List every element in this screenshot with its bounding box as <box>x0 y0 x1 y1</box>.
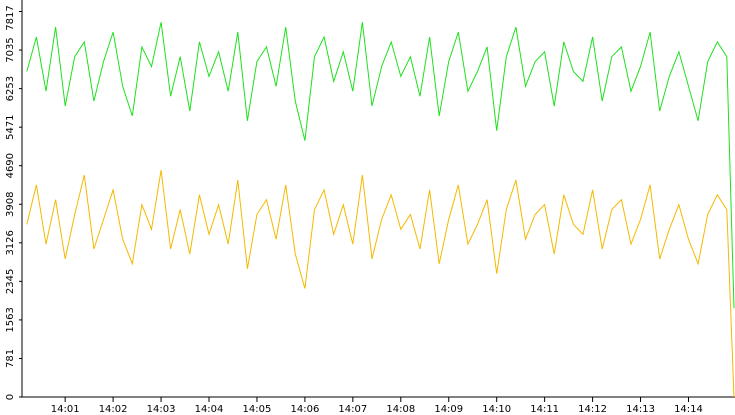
x-tick-label: 14:14 <box>674 404 703 415</box>
x-tick-label: 14:01 <box>51 404 80 415</box>
y-tick-label: 0 <box>5 394 16 400</box>
x-tick-label: 14:09 <box>434 404 463 415</box>
x-tick-label: 14:11 <box>530 404 559 415</box>
x-tick-label: 14:02 <box>99 404 128 415</box>
y-tick-label: 2345 <box>5 269 16 294</box>
y-tick-label: 4690 <box>5 153 16 178</box>
y-tick-label: 781 <box>5 349 16 368</box>
y-tick-label: 6253 <box>5 76 16 101</box>
x-tick-label: 14:04 <box>195 404 224 415</box>
series-line <box>26 170 735 398</box>
y-tick-label: 3126 <box>5 230 16 255</box>
series-line <box>26 22 735 309</box>
y-tick-label: 3908 <box>5 192 16 217</box>
x-tick-label: 14:08 <box>386 404 415 415</box>
x-tick-label: 14:12 <box>578 404 607 415</box>
x-tick-label: 14:03 <box>147 404 176 415</box>
x-tick-label: 14:07 <box>338 404 367 415</box>
y-tick-label: 7817 <box>5 5 16 30</box>
x-tick-label: 14:06 <box>290 404 319 415</box>
x-tick-label: 14:10 <box>482 404 511 415</box>
x-tick-label: 14:13 <box>626 404 655 415</box>
y-tick-label: 5471 <box>5 114 16 139</box>
y-tick-label: 1563 <box>5 307 16 332</box>
y-tick-label: 7035 <box>5 37 16 62</box>
x-tick-label: 14:05 <box>243 404 272 415</box>
